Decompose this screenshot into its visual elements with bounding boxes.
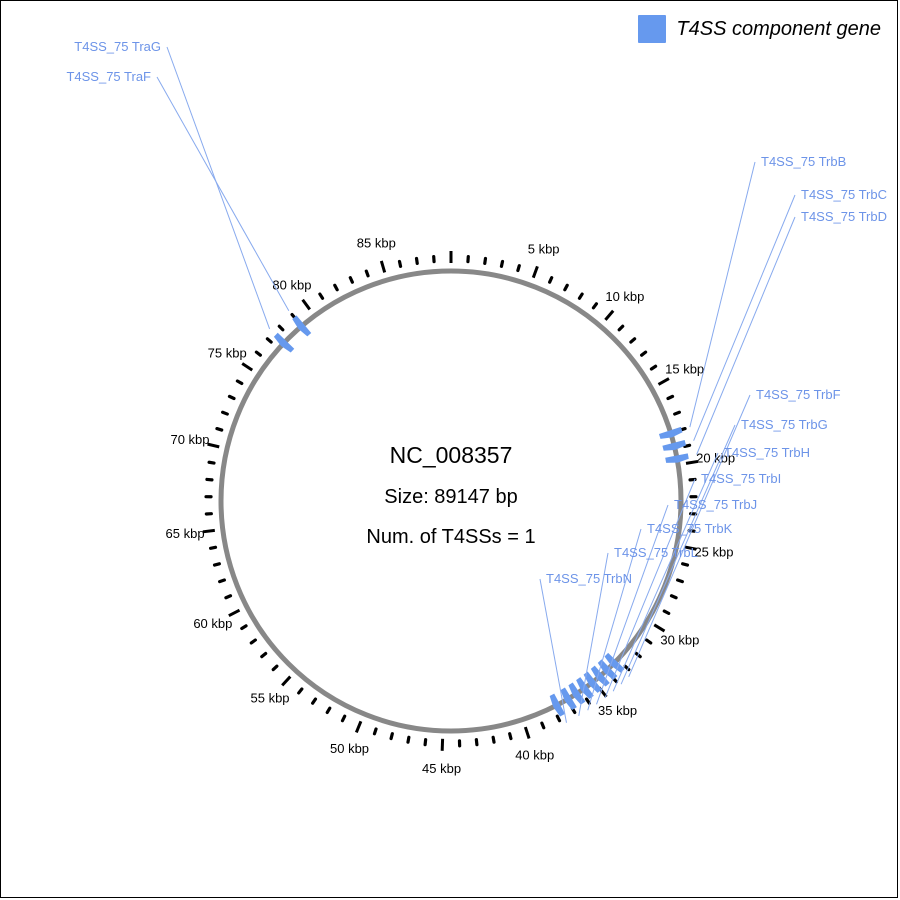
- genome-map-window: T4SS component gene 5 kbp 10 kbp 15 kbp 20 …: [0, 0, 898, 898]
- svg-text:55 kbp: 55 kbp: [251, 691, 290, 706]
- svg-text:70 kbp: 70 kbp: [170, 432, 209, 447]
- leader-line-t4ss-75-trbc: [694, 195, 795, 441]
- leader-line-t4ss-75-trag: [167, 47, 270, 329]
- gene-label-t4ss-75-trbf[interactable]: T4SS_75 TrbF: [756, 387, 841, 402]
- gene-label-t4ss-75-trbn[interactable]: T4SS_75 TrbN: [546, 571, 632, 586]
- center-info: NC_008357 Size: 89147 bp Num. of T4SSs = 1: [366, 442, 535, 548]
- svg-text:85 kbp: 85 kbp: [357, 236, 396, 251]
- svg-text:15 kbp: 15 kbp: [665, 362, 704, 377]
- svg-text:60 kbp: 60 kbp: [193, 616, 232, 631]
- svg-text:5 kbp: 5 kbp: [528, 242, 560, 257]
- legend-label: T4SS component gene: [676, 18, 881, 41]
- gene-label-t4ss-75-trbk[interactable]: T4SS_75 TrbK: [647, 521, 733, 536]
- size-label: Size: 89147 bp: [384, 486, 517, 508]
- circular-genome-plot[interactable]: 5 kbp 10 kbp 15 kbp 20 kbp 25 kbp 30 kbp 35 kb…: [1, 151, 898, 851]
- t4ss-count-label: Num. of T4SSs = 1: [366, 526, 535, 548]
- svg-text:40 kbp: 40 kbp: [515, 748, 554, 763]
- gene-label-t4ss-75-trbi[interactable]: T4SS_75 TrbI: [701, 471, 781, 486]
- gene-label-t4ss-75-trbb[interactable]: T4SS_75 TrbB: [761, 154, 846, 169]
- svg-text:65 kbp: 65 kbp: [166, 526, 205, 541]
- gene-label-t4ss-75-traf[interactable]: T4SS_75 TraF: [66, 69, 151, 84]
- svg-text:25 kbp: 25 kbp: [694, 545, 733, 560]
- svg-text:10 kbp: 10 kbp: [605, 289, 644, 304]
- gene-label-t4ss-75-trbd[interactable]: T4SS_75 TrbD: [801, 209, 887, 224]
- gene-label-t4ss-75-trbl[interactable]: T4SS_75 TrbL: [614, 545, 698, 560]
- svg-text:75 kbp: 75 kbp: [208, 346, 247, 361]
- gene-label-t4ss-75-trbj[interactable]: T4SS_75 TrbJ: [674, 497, 757, 512]
- gene-label-t4ss-75-trbh[interactable]: T4SS_75 TrbH: [724, 445, 810, 460]
- gene-leader-lines-and-labels: T4SS_75 TraF T4SS_75 TraG T4SS_75 TrbB T4SS…: [66, 39, 887, 723]
- gene-label-t4ss-75-trbg[interactable]: T4SS_75 TrbG: [741, 417, 828, 432]
- svg-text:45 kbp: 45 kbp: [422, 761, 461, 776]
- gene-label-t4ss-75-trag[interactable]: T4SS_75 TraG: [74, 39, 161, 54]
- leader-line-t4ss-75-trbb: [690, 162, 755, 427]
- svg-text:35 kbp: 35 kbp: [598, 703, 637, 718]
- gene-label-t4ss-75-trbc[interactable]: T4SS_75 TrbC: [801, 187, 887, 202]
- t4ss-gene-swatch: [638, 15, 666, 43]
- legend: T4SS component gene: [638, 15, 881, 43]
- leader-line-t4ss-75-traf: [157, 77, 289, 311]
- svg-text:50 kbp: 50 kbp: [330, 741, 369, 756]
- svg-text:80 kbp: 80 kbp: [272, 277, 311, 292]
- accession-label: NC_008357: [390, 442, 513, 468]
- svg-text:30 kbp: 30 kbp: [660, 632, 699, 647]
